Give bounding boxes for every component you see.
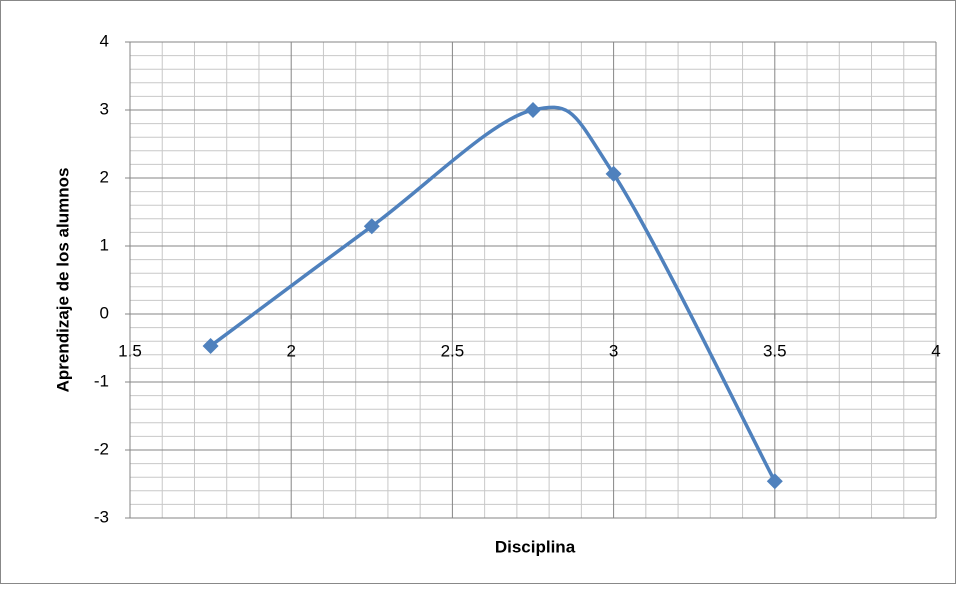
- marker: [766, 473, 783, 490]
- x-tick-label: 2: [286, 341, 295, 360]
- marker: [202, 337, 219, 354]
- x-tick-label: 3.5: [763, 341, 787, 360]
- y-tick-label: 3: [100, 99, 109, 118]
- y-tick-label: -3: [94, 507, 109, 526]
- y-tick-label: 1: [100, 235, 109, 254]
- y-tick-label: 0: [100, 303, 109, 322]
- y-tick-label: 2: [100, 167, 109, 186]
- marker: [525, 102, 541, 118]
- y-tick-label: 4: [100, 31, 109, 50]
- y-axis-title: Aprendizaje de los alumnos: [53, 168, 72, 393]
- marker: [605, 165, 622, 182]
- x-axis-title: Disciplina: [495, 537, 576, 556]
- x-tick-label: 2.5: [441, 341, 465, 360]
- y-tick-label: -2: [94, 439, 109, 458]
- marker: [363, 218, 380, 235]
- x-tick-label: 3: [609, 341, 618, 360]
- x-tick-label: 4: [931, 341, 940, 360]
- y-tick-label: -1: [94, 371, 109, 390]
